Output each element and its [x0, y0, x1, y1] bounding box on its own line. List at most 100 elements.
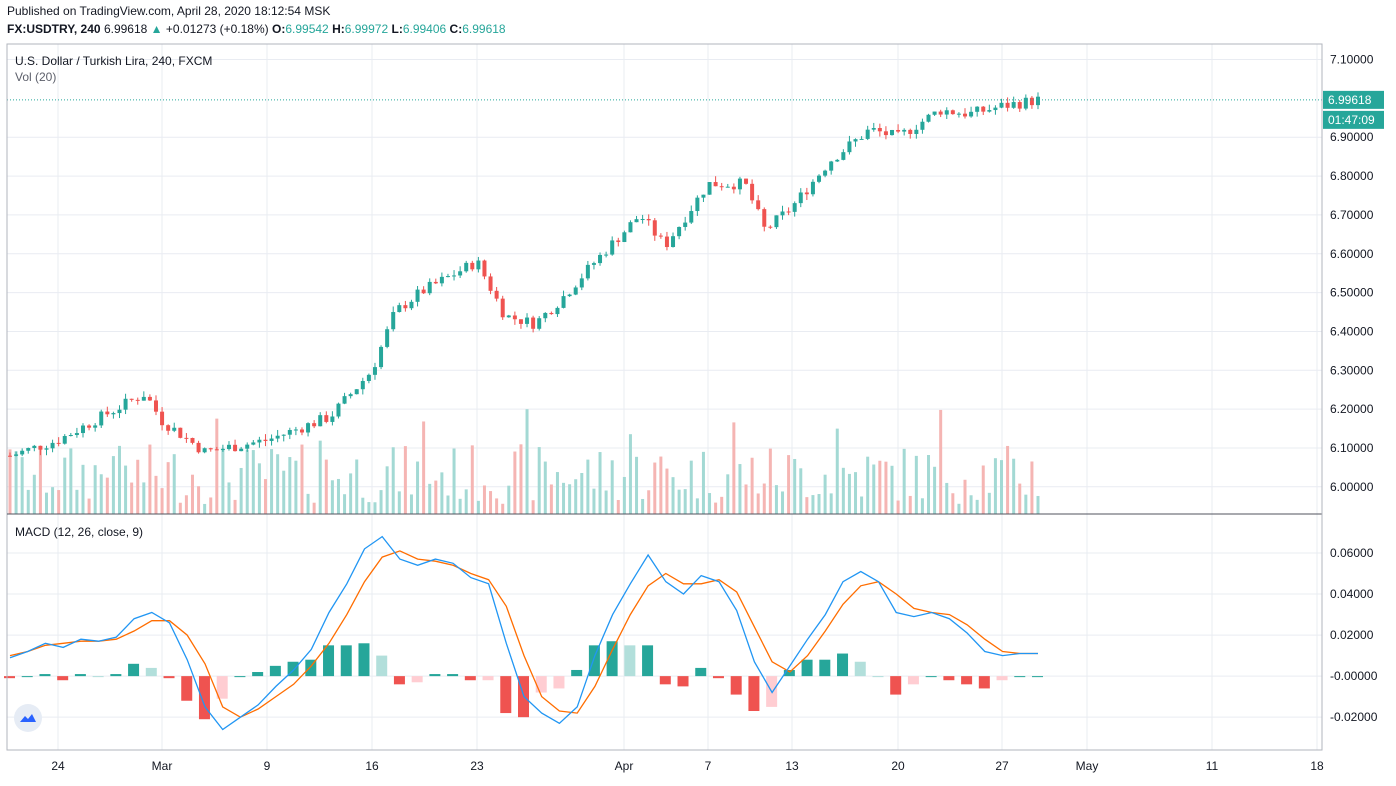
candle-body [1011, 102, 1016, 108]
candle-body [476, 260, 481, 270]
volume-bar [300, 444, 304, 514]
volume-bar [495, 498, 499, 514]
candle-body [251, 442, 256, 445]
close-value: 6.99618 [462, 22, 506, 36]
candle-body [731, 186, 736, 190]
candle-body [610, 240, 615, 255]
volume-bar [69, 448, 73, 514]
volume-bar [476, 500, 480, 514]
candle-body [445, 276, 450, 278]
volume-bar [920, 498, 924, 514]
candle-body [713, 182, 718, 187]
volume-bar [549, 484, 553, 514]
macd-histogram-bar [961, 676, 973, 685]
candle-body [470, 262, 475, 270]
candle-body [963, 113, 968, 117]
volume-bar [714, 502, 718, 514]
volume-bar [708, 493, 712, 514]
volume-bar [245, 449, 249, 514]
volume-bar [507, 485, 511, 514]
volume-bar [26, 489, 30, 514]
macd-histogram-bar [695, 667, 707, 677]
candle-body [439, 276, 444, 284]
candle-body [835, 159, 840, 162]
candle-body [987, 110, 992, 112]
candle-body [360, 380, 365, 390]
volume-bar [847, 473, 851, 514]
candle-body [908, 129, 913, 134]
candle-body [372, 367, 377, 375]
volume-bar [403, 446, 407, 514]
macd-line [9, 535, 1038, 731]
volume-bar [227, 482, 231, 514]
macd-histogram-bar [252, 672, 264, 677]
price-tag: 6.99618 01:47:09 [1323, 90, 1384, 129]
volume-bar [610, 460, 614, 514]
volume-bar [32, 474, 36, 514]
volume-bar [336, 478, 340, 514]
candle-body [26, 447, 31, 451]
candle-body [914, 129, 919, 134]
volume-bar [756, 493, 760, 514]
candle-body [330, 416, 335, 422]
price-tick-label: 6.30000 [1330, 363, 1374, 377]
volume-bar [677, 489, 681, 514]
price-tick-label: 6.10000 [1330, 441, 1374, 455]
macd-histogram-bar [21, 676, 33, 678]
candle-body [975, 106, 980, 112]
candle-body [890, 129, 895, 136]
volume-bar [385, 466, 389, 514]
macd-histogram-bar [588, 645, 600, 677]
candle-body [640, 218, 645, 220]
x-tick-label: 7 [705, 759, 712, 773]
volume-bar [20, 457, 24, 514]
volume-bar [616, 499, 620, 514]
candle-body [518, 319, 523, 324]
tradingview-logo-icon[interactable] [14, 704, 42, 732]
countdown-value: 01:47:09 [1328, 113, 1375, 127]
volume-bar [367, 502, 371, 514]
candle-body [798, 192, 803, 204]
volume-bar [294, 460, 298, 514]
candle-body [299, 429, 304, 433]
macd-histogram-bar [447, 674, 459, 677]
candle-body [500, 298, 505, 318]
candle-body [379, 346, 384, 368]
volume-bar [361, 497, 365, 514]
volume-bar [452, 448, 456, 514]
candle-body [403, 305, 408, 309]
candle-body [324, 415, 329, 422]
macd-histogram-bar [110, 674, 122, 677]
volume-bar [75, 489, 79, 514]
candles [7, 92, 1322, 457]
macd-histogram-bar [890, 676, 902, 695]
volume-bar [525, 409, 529, 514]
x-tick-label: 13 [785, 759, 799, 773]
symbol-label[interactable]: FX:USDTRY, 240 [7, 22, 101, 36]
candle-body [214, 449, 219, 451]
price-tick-label: 6.70000 [1330, 208, 1374, 222]
volume-bar [720, 496, 724, 514]
volume-bar [136, 459, 140, 514]
candle-body [348, 394, 353, 397]
candle-body [452, 275, 457, 277]
candle-body [652, 220, 657, 236]
candle-body [762, 209, 767, 227]
candle-body [950, 110, 955, 115]
symbol-line: FX:USDTRY, 240 6.99618 ▲ +0.01273 (+0.18… [7, 22, 506, 36]
candle-body [804, 192, 809, 195]
volume-bar [270, 449, 274, 514]
x-tick-label: 16 [365, 759, 379, 773]
candle-body [482, 260, 487, 277]
candle-body [257, 439, 262, 443]
volume-bar [251, 450, 255, 514]
candle-body [342, 396, 347, 404]
volume-bar [854, 472, 858, 514]
volume-bar [811, 495, 815, 514]
candle-body [756, 200, 761, 210]
price-tick-label: 6.50000 [1330, 286, 1374, 300]
candle-body [823, 170, 828, 176]
volume-bar [142, 482, 146, 514]
candle-body [226, 444, 231, 450]
